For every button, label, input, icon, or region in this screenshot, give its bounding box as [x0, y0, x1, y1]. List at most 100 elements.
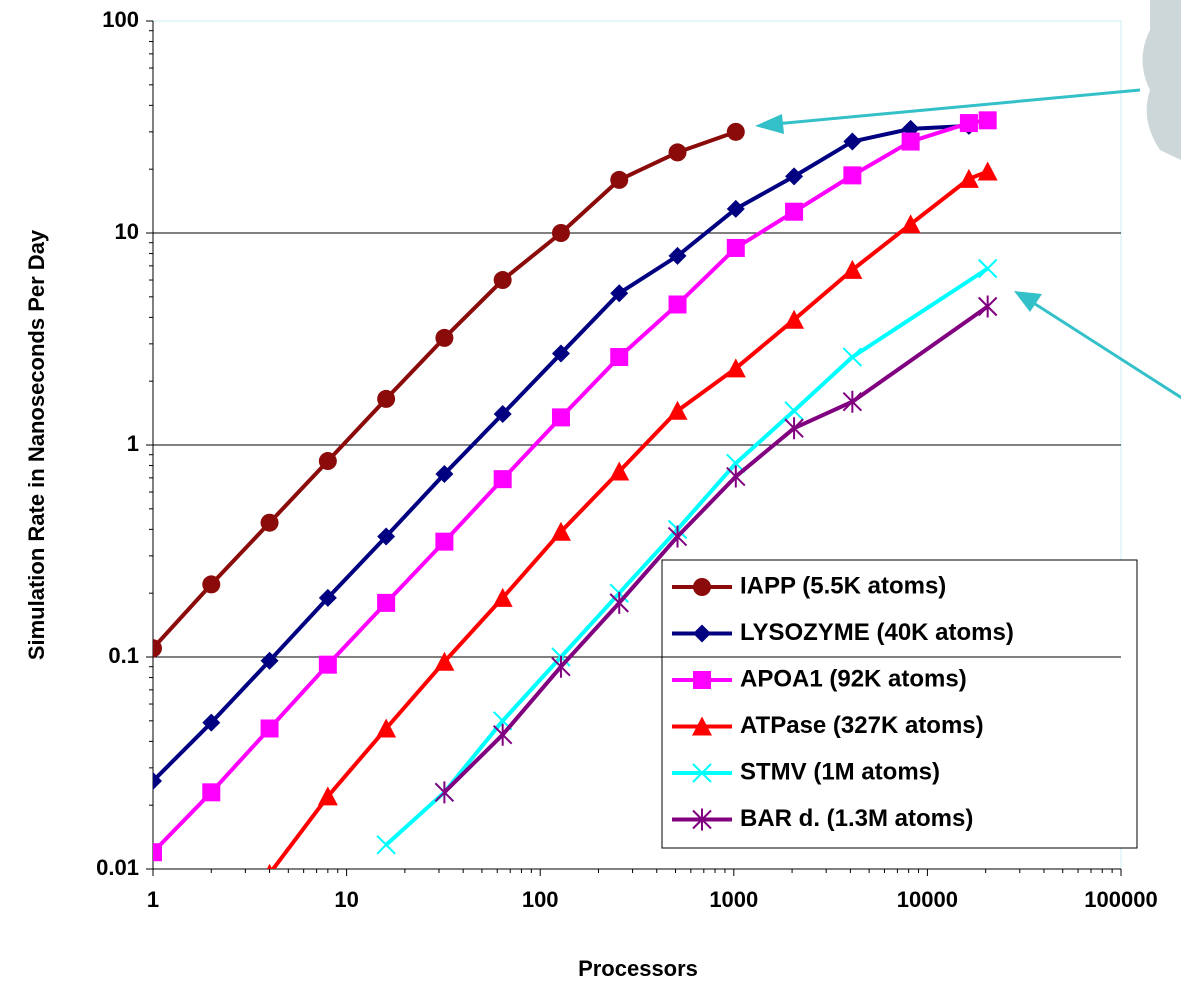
marker: [725, 358, 746, 378]
legend: [661, 559, 1138, 849]
marker: [693, 578, 711, 596]
marker: [693, 671, 711, 689]
marker: [977, 295, 998, 318]
marker: [435, 328, 454, 347]
marker: [317, 786, 338, 806]
marker: [726, 122, 745, 141]
marker: [726, 238, 745, 257]
marker: [668, 295, 687, 314]
marker: [493, 470, 512, 489]
marker: [692, 808, 712, 831]
arrow: [755, 88, 1141, 134]
marker: [435, 464, 454, 483]
x-tick-label: 10000: [897, 887, 958, 912]
marker: [977, 161, 998, 181]
marker: [726, 465, 746, 488]
marker: [377, 389, 396, 408]
marker: [493, 405, 512, 424]
marker: [667, 525, 688, 548]
marker: [609, 461, 630, 481]
marker: [377, 527, 396, 546]
y-tick-label: 1: [127, 431, 139, 456]
marker: [609, 591, 629, 614]
marker: [435, 532, 454, 551]
marker: [842, 390, 863, 413]
marker: [260, 513, 279, 532]
marker: [551, 344, 570, 363]
y-tick-label: 10: [115, 219, 139, 244]
x-tick-label: 1: [147, 887, 159, 912]
marker: [492, 587, 513, 607]
marker: [153, 639, 162, 658]
marker: [784, 309, 805, 329]
marker: [318, 655, 337, 674]
y-tick-label: 0.01: [96, 855, 139, 880]
x-tick-label: 10: [334, 887, 358, 912]
marker: [376, 835, 396, 855]
marker: [202, 783, 221, 802]
marker: [668, 143, 687, 162]
marker: [784, 401, 804, 421]
x-tick-label: 100000: [1084, 887, 1157, 912]
marker: [693, 624, 711, 643]
marker: [842, 259, 863, 279]
x-tick-label: 100: [522, 887, 559, 912]
y-tick-label: 0.1: [108, 643, 139, 668]
marker: [667, 400, 688, 420]
legend-label: STMV (1M atoms): [740, 758, 940, 785]
marker: [153, 843, 162, 862]
marker: [376, 718, 397, 738]
marker: [959, 114, 978, 133]
marker: [377, 593, 396, 612]
marker: [842, 347, 863, 367]
arrow: [1014, 291, 1181, 400]
marker: [785, 167, 804, 186]
marker: [551, 408, 570, 427]
legend-label: BAR d. (1.3M atoms): [740, 805, 973, 832]
marker: [202, 713, 221, 732]
marker: [551, 655, 571, 678]
marker: [434, 781, 455, 804]
legend-label: APOA1 (92K atoms): [740, 665, 967, 692]
marker: [260, 651, 279, 670]
marker: [785, 202, 804, 221]
legend-label: ATPase (327K atoms): [740, 712, 984, 739]
marker: [692, 763, 712, 783]
series-line: [153, 118, 988, 854]
marker: [266, 863, 273, 869]
marker: [610, 284, 629, 303]
molecule-image: [1142, 0, 1181, 160]
marker: [610, 170, 629, 189]
marker: [784, 417, 804, 440]
marker: [202, 575, 221, 594]
marker: [260, 719, 279, 738]
marker: [434, 651, 455, 671]
y-axis-label: Simulation Rate in Nanoseconds Per Day: [24, 229, 49, 660]
marker: [692, 716, 712, 736]
marker: [668, 246, 687, 265]
series-line: [384, 266, 989, 847]
y-tick-label: 100: [102, 7, 139, 32]
x-tick-label: 1000: [709, 887, 758, 912]
marker: [493, 271, 512, 290]
marker: [610, 348, 629, 367]
legend-label: LYSOZYME (40K atoms): [740, 619, 1014, 646]
marker: [318, 588, 337, 607]
marker: [550, 521, 571, 541]
marker: [977, 258, 998, 279]
marker: [726, 199, 745, 218]
series-line: [270, 169, 989, 869]
marker: [551, 224, 570, 242]
marker: [978, 111, 997, 130]
marker: [843, 166, 862, 185]
legend-label: IAPP (5.5K atoms): [740, 572, 946, 599]
marker: [958, 168, 979, 188]
marker: [900, 214, 921, 234]
marker: [492, 723, 513, 746]
marker: [901, 132, 920, 151]
x-axis-label: Processors: [578, 956, 698, 981]
plot: [153, 111, 998, 869]
marker: [318, 452, 337, 471]
